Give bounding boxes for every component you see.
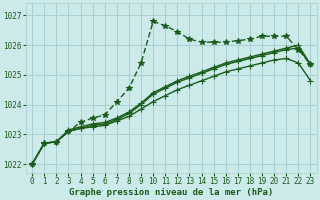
- X-axis label: Graphe pression niveau de la mer (hPa): Graphe pression niveau de la mer (hPa): [69, 188, 274, 197]
